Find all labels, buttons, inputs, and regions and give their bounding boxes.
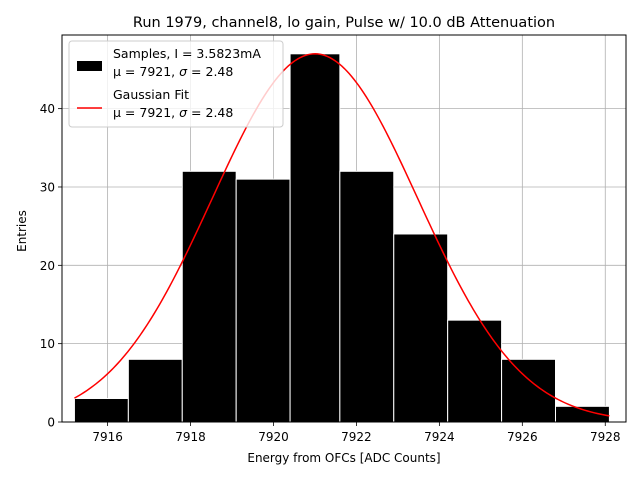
- y-tick-label: 0: [47, 416, 55, 430]
- gaussian-fit-curve: [74, 53, 610, 417]
- y-tick-label: 10: [40, 337, 55, 351]
- histogram-bar: [73, 397, 129, 423]
- x-tick-label: 7924: [424, 430, 455, 444]
- legend-fit-line1: Gaussian Fit: [113, 87, 189, 102]
- y-tick-label: 40: [40, 102, 55, 116]
- x-tick-label: 7918: [175, 430, 206, 444]
- x-tick-label: 7928: [590, 430, 621, 444]
- ticks-layer: 7916 7918 7920 7922 7924 7926 7928 0 10 20 30 40: [40, 102, 621, 444]
- x-tick-label: 7922: [341, 430, 372, 444]
- legend: Samples, I = 3.5823mA μ = 7921, σ = 2.48…: [68, 40, 284, 128]
- axes-frame: [61, 34, 627, 423]
- histogram-bar: [501, 358, 556, 423]
- y-axis-label: Entries: [15, 210, 29, 252]
- legend-box: [68, 40, 284, 128]
- x-tick-label: 7926: [507, 430, 538, 444]
- histogram-bar: [447, 319, 503, 423]
- legend-samples-line1: Samples, I = 3.5823mA: [113, 46, 261, 61]
- histogram-bar: [289, 53, 341, 423]
- histogram-bar: [339, 170, 395, 423]
- legend-samples-line2: μ = 7921, σ = 2.48: [113, 64, 233, 79]
- chart-title: Run 1979, channel8, lo gain, Pulse w/ 10…: [133, 15, 555, 31]
- y-tick-label: 30: [40, 180, 55, 194]
- bars-layer: [73, 53, 610, 423]
- x-axis-label: Energy from OFCs [ADC Counts]: [247, 451, 440, 465]
- legend-fit-line2: μ = 7921, σ = 2.48: [113, 105, 233, 120]
- histogram-bar: [181, 170, 237, 423]
- x-tick-label: 7916: [92, 430, 123, 444]
- histogram-bar: [235, 178, 291, 423]
- legend-samples-swatch: [77, 61, 102, 71]
- histogram-bar: [393, 233, 449, 423]
- histogram-bar: [127, 358, 183, 423]
- plot-area: 7916 7918 7920 7922 7924 7926 7928 0 10 20 30 40: [40, 34, 627, 444]
- y-tick-label: 20: [40, 259, 55, 273]
- x-tick-label: 7920: [258, 430, 289, 444]
